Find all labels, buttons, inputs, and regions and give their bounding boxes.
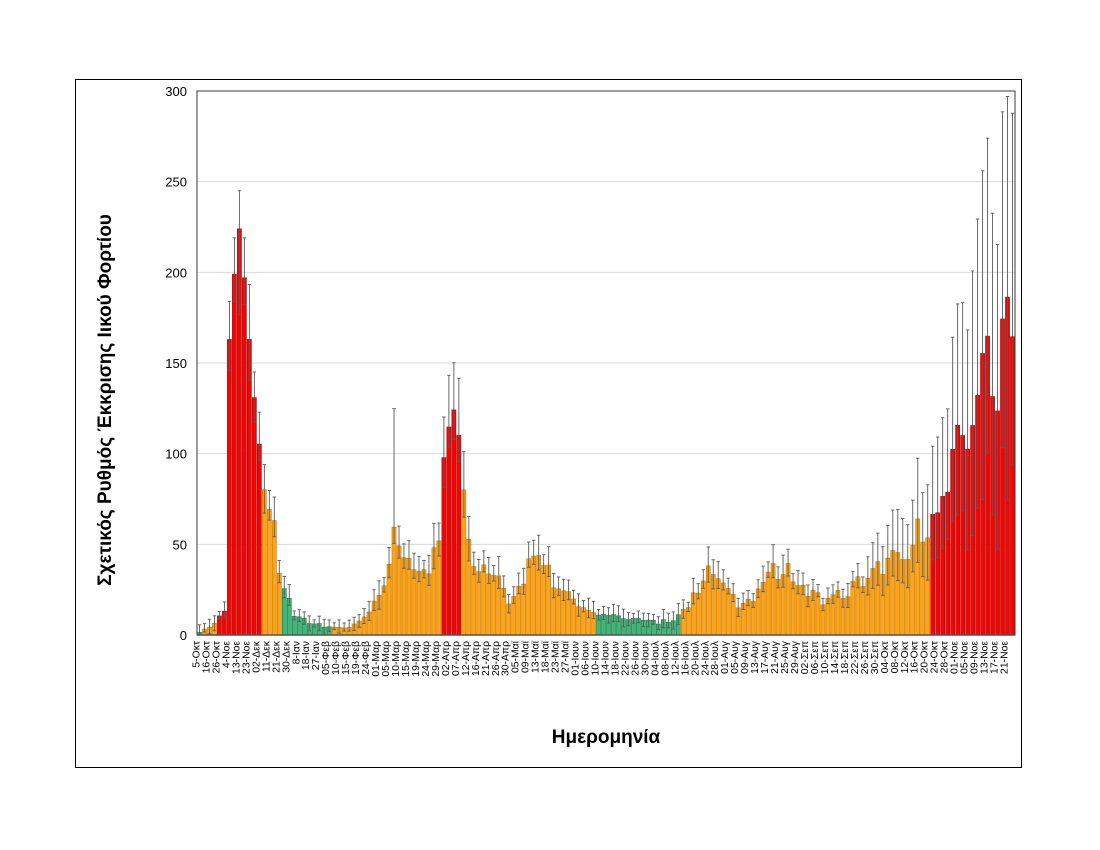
svg-text:100: 100 [165, 447, 187, 462]
svg-text:0: 0 [180, 628, 187, 643]
svg-text:250: 250 [165, 175, 187, 190]
svg-text:300: 300 [165, 84, 187, 99]
svg-text:200: 200 [165, 265, 187, 280]
svg-text:150: 150 [165, 356, 187, 371]
svg-text:50: 50 [173, 537, 187, 552]
svg-text:21-Νοε: 21-Νοε [1000, 641, 1011, 674]
